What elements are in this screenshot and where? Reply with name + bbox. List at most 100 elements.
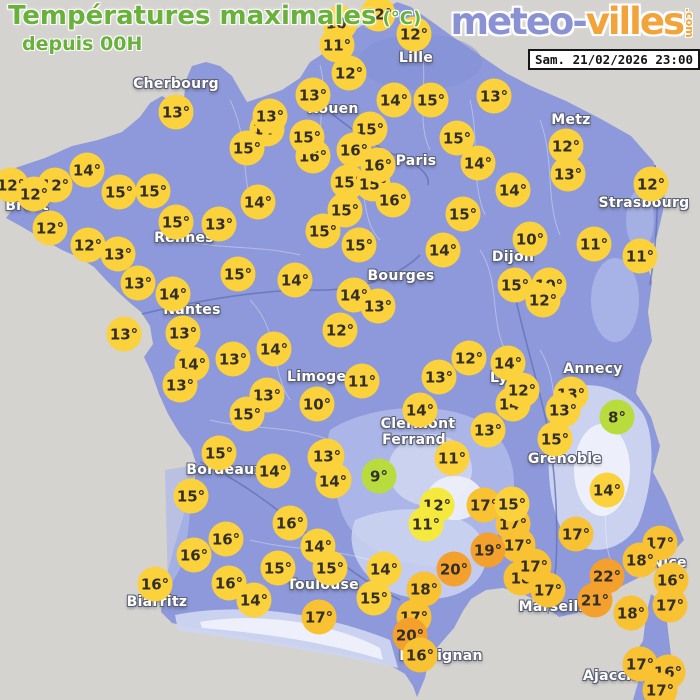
- temp-bubble: 14°: [402, 392, 438, 428]
- temp-bubble: 15°: [135, 173, 171, 209]
- temp-bubble: 14°: [277, 262, 313, 298]
- temp-bubble: 11°: [576, 226, 612, 262]
- temp-bubble: 16°: [208, 521, 244, 557]
- temp-bubble: 15°: [158, 204, 194, 240]
- temp-bubble: 18°: [613, 595, 649, 631]
- city-label: Annecy: [563, 361, 623, 377]
- temp-bubble: 11°: [408, 506, 444, 542]
- temp-bubble: 13°: [162, 367, 198, 403]
- temp-bubble: 14°: [236, 582, 272, 618]
- temp-bubble: 10°: [512, 221, 548, 257]
- map-title-block: Températures maximales (°C) depuis 00H: [8, 1, 421, 55]
- temp-bubble: 13°: [201, 206, 237, 242]
- temp-bubble: 15°: [229, 396, 265, 432]
- temp-bubble: 13°: [476, 78, 512, 114]
- temp-bubble: 12°: [16, 176, 52, 212]
- temp-bubble: 12°: [32, 210, 68, 246]
- temp-bubble: 16°: [336, 132, 372, 168]
- temp-bubble: 15°: [445, 196, 481, 232]
- title-subtitle: depuis 00H: [22, 33, 143, 55]
- temp-bubble: 13°: [158, 94, 194, 130]
- temp-bubble: 11°: [344, 363, 380, 399]
- temp-bubble: 12°: [360, 0, 396, 32]
- temp-bubble: 14°: [376, 82, 412, 118]
- logo-part2: villes: [585, 0, 685, 43]
- temp-bubble: 17°: [642, 672, 678, 700]
- temp-bubble: 14°: [425, 232, 461, 268]
- temp-bubble: 21°: [577, 582, 613, 618]
- temp-bubble: 15°: [341, 227, 377, 263]
- temp-bubble: 12°: [70, 227, 106, 263]
- temp-bubble: 15°: [260, 550, 296, 586]
- city-label: Ferrand: [382, 432, 446, 448]
- temp-bubble: 17°: [530, 572, 566, 608]
- page-title: Températures maximales: [8, 1, 377, 31]
- temp-bubble: 13°: [252, 98, 288, 134]
- temp-bubble: 13°: [550, 156, 586, 192]
- terrain-vosges: [626, 190, 654, 250]
- city-label: Bourges: [367, 268, 435, 284]
- temp-bubble: 13°: [100, 236, 136, 272]
- temp-bubble: 8°: [599, 399, 635, 435]
- temp-bubble: 12°: [525, 282, 561, 318]
- terrain-jura: [591, 258, 639, 342]
- temp-bubble: 12°: [396, 16, 432, 52]
- temp-bubble: 15°: [413, 82, 449, 118]
- city-label: Bordeaux: [186, 462, 264, 478]
- temp-bubble: 16°: [176, 537, 212, 573]
- temp-bubble: 15°: [305, 213, 341, 249]
- temp-bubble: 12°: [331, 55, 367, 91]
- city-label: Paris: [395, 153, 437, 169]
- logo-dotcom: .com: [683, 8, 696, 38]
- temp-bubble: 15°: [312, 550, 348, 586]
- city-label: Limoges: [287, 369, 355, 385]
- city-label: Grenoble: [527, 451, 603, 467]
- temp-bubble: 12°: [504, 372, 540, 408]
- temp-bubble: 15°: [356, 580, 392, 616]
- temp-bubble: 10°: [299, 386, 335, 422]
- temp-bubble: 12°: [322, 312, 358, 348]
- meteo-villes-logo[interactable]: meteo- villes .com: [450, 0, 696, 43]
- temp-bubble: 14°: [589, 472, 625, 508]
- temp-bubble: 20°: [436, 551, 472, 587]
- temp-bubble: 15°: [101, 174, 137, 210]
- temp-bubble: 16°: [137, 566, 173, 602]
- temp-bubble: 17°: [652, 587, 688, 623]
- temp-bubble: 14°: [255, 453, 291, 489]
- temp-bubble: 15°: [220, 256, 256, 292]
- logo-part1: meteo-: [450, 0, 587, 43]
- temp-bubble: 15°: [173, 478, 209, 514]
- temp-bubble: 18°: [622, 542, 658, 578]
- temp-bubble: 17°: [301, 599, 337, 635]
- temp-bubble: 13°: [545, 392, 581, 428]
- temp-bubble: 13°: [470, 412, 506, 448]
- temp-bubble: 12°: [451, 340, 487, 376]
- temp-bubble: 15°: [289, 119, 325, 155]
- temp-bubble: 14°: [495, 172, 531, 208]
- temp-bubble: 16°: [375, 182, 411, 218]
- temp-bubble: 11°: [622, 238, 658, 274]
- temp-bubble: 16°: [272, 505, 308, 541]
- temp-bubble: 17°: [558, 516, 594, 552]
- temp-bubble: 13°: [360, 288, 396, 324]
- temp-bubble: 15°: [352, 111, 388, 147]
- temp-bubble: 13°: [120, 265, 156, 301]
- temp-bubble: 15°: [201, 435, 237, 471]
- city-label: Cherbourg: [133, 76, 219, 92]
- temp-bubble: 15°: [494, 486, 530, 522]
- temp-bubble: 14°: [69, 152, 105, 188]
- city-label: Strasbourg: [598, 195, 690, 211]
- temp-bubble: 14°: [256, 331, 292, 367]
- temp-bubble: 13°: [215, 341, 251, 377]
- temp-bubble: 9°: [361, 458, 397, 494]
- temp-bubble: 16°: [402, 637, 438, 673]
- temp-bubble: 13°: [421, 359, 457, 395]
- temp-bubble: 13°: [106, 316, 142, 352]
- temp-bubble: 16°: [360, 147, 396, 183]
- temp-bubble: 15°: [229, 130, 265, 166]
- temp-bubble: 19°: [470, 532, 506, 568]
- terrain-pyrenees-snow: [200, 618, 383, 660]
- terrain-north-dark: [358, 34, 482, 90]
- temp-bubble: 13°: [295, 77, 331, 113]
